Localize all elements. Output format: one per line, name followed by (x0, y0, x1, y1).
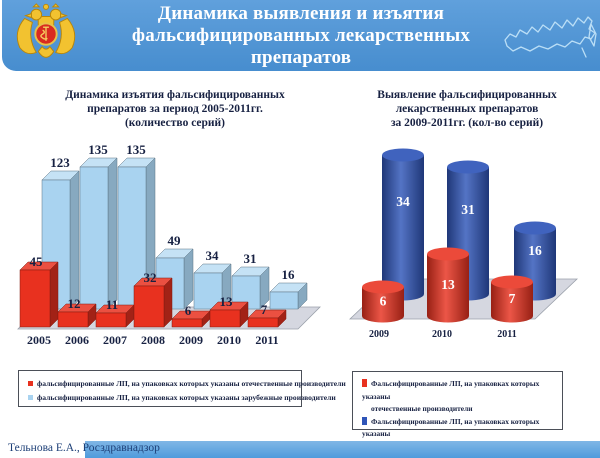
value-label-domestic-2009: 6 (185, 303, 192, 318)
right-chart-title-line-3: за 2009-2011гг. (кол-во серий) (390, 117, 544, 129)
bar-domestic-2010 (209, 301, 249, 328)
value-label-domestic-2006: 12 (68, 296, 81, 311)
left-chart-title-line-2: препаратов за период 2005-2011гг. (87, 103, 263, 115)
value-label-foreign-2005: 123 (50, 155, 70, 170)
bar-foreign-2011 (269, 282, 308, 310)
legend-label-foreign: фальсифицированные ЛП, на упаковках кото… (37, 392, 336, 402)
bar-foreign-2009 (193, 263, 232, 310)
slide-title: Динамика выявления и изъятия фальсифицир… (2, 3, 600, 69)
value-label-domestic-2009: 6 (380, 294, 387, 309)
legend-label-domestic: фальсифицированные ЛП, на упаковках кото… (37, 378, 346, 388)
bar-foreign-2006 (79, 157, 118, 310)
right-chart-title-line-1: Выявление фальсифицированных (377, 89, 557, 101)
russia-map-icon (504, 16, 597, 58)
bar-domestic-2005 (19, 261, 59, 328)
bar-domestic-2011 (247, 309, 287, 328)
value-label-domestic-2010: 13 (441, 277, 455, 292)
value-label-foreign-2009: 34 (396, 194, 410, 209)
roszdravnadzor-eagle-icon (16, 3, 76, 58)
cylinder-domestic-2010 (427, 247, 469, 323)
legend-swatch-domestic-red (362, 379, 367, 387)
value-label-domestic-2005: 45 (30, 254, 44, 269)
legend-item-domestic: Фальсифицированные ЛП, на упаковках кото… (362, 378, 562, 416)
cylinder-domestic-2009 (362, 280, 404, 323)
legend-swatch-domestic-red (28, 380, 33, 386)
left-chart-title-line-1: Динамика изъятия фальсифицированных (65, 89, 285, 101)
x-axis-label-2008: 2008 (141, 333, 165, 347)
x-axis-label-2011: 2011 (255, 333, 278, 347)
left-chart-canvas: 123 135 135 49 34 31 16 45 12 11 32 6 13 7 2005 2006 200… (17, 142, 321, 347)
legend-label-domestic-line-2: отечественные производители (371, 404, 473, 413)
left-chart-title: Динамика изъятия фальсифицированных преп… (25, 88, 325, 130)
x-axis-label-2005: 2005 (27, 333, 51, 347)
header-banner: Динамика выявления и изъятия фальсифицир… (2, 0, 600, 71)
legend-swatch-foreign-blue (362, 416, 367, 425)
cylinder-domestic-2011 (491, 275, 533, 323)
bar-domestic-2006 (57, 303, 97, 328)
legend-swatch-foreign-lightblue (28, 394, 33, 400)
value-label-foreign-2009: 34 (206, 248, 220, 263)
value-label-domestic-2010: 13 (220, 294, 234, 309)
slide-title-line-2: фальсифицированных лекарственных (131, 25, 471, 46)
x-axis-label-2009: 2009 (179, 333, 203, 347)
value-label-foreign-2011: 16 (528, 243, 542, 258)
value-label-foreign-2008: 49 (168, 233, 182, 248)
x-axis-label-2010: 2010 (217, 333, 241, 347)
legend-item-domestic: фальсифицированные ЛП, на упаковках кото… (28, 376, 346, 390)
value-label-foreign-2011: 16 (282, 267, 296, 282)
footer-bar (85, 441, 600, 458)
right-chart-title-line-2: лекарственных препаратов (395, 103, 539, 115)
value-label-domestic-2008: 32 (144, 270, 157, 285)
x-axis-label-2011: 2011 (497, 329, 516, 340)
legend-item-foreign: фальсифицированные ЛП, на упаковках кото… (28, 390, 336, 404)
value-label-foreign-2007: 135 (126, 142, 146, 157)
value-label-foreign-2010: 31 (461, 202, 475, 217)
slide-title-line-3: препаратов (250, 47, 352, 68)
right-chart-title: Выявление фальсифицированных лекарственн… (342, 88, 592, 130)
value-label-domestic-2011: 7 (261, 302, 268, 317)
bar-domestic-2007 (95, 304, 135, 328)
footer-author: Тельнова Е.А., Росздравнадзор (8, 442, 160, 454)
right-chart-canvas: 34 31 16 6 13 7 2009 2010 2011 (349, 148, 578, 340)
left-chart-legend: фальсифицированные ЛП, на упаковках кото… (18, 370, 346, 407)
slide-title-line-1: Динамика выявления и изъятия (157, 3, 445, 24)
x-axis-label-2006: 2006 (65, 333, 89, 347)
x-axis-label-2007: 2007 (103, 333, 127, 347)
x-axis-label-2010: 2010 (432, 329, 452, 340)
right-chart-legend: Фальсифицированные ЛП, на упаковках кото… (352, 371, 563, 451)
value-label-foreign-2010: 31 (244, 251, 257, 266)
left-chart-title-line-3: (количество серий) (124, 117, 226, 129)
value-label-domestic-2007: 11 (106, 297, 118, 312)
value-label-foreign-2006: 135 (88, 142, 108, 157)
legend-label-foreign-line-1: Фальсифицированные ЛП, на упаковках кото… (362, 416, 540, 439)
x-axis-label-2009: 2009 (369, 329, 389, 340)
cylinder-foreign-2009 (382, 148, 424, 301)
value-label-domestic-2011: 7 (509, 291, 516, 306)
legend-label-domestic-line-1: Фальсифицированные ЛП, на упаковках кото… (362, 379, 540, 401)
bar-domestic-2008 (133, 277, 173, 328)
